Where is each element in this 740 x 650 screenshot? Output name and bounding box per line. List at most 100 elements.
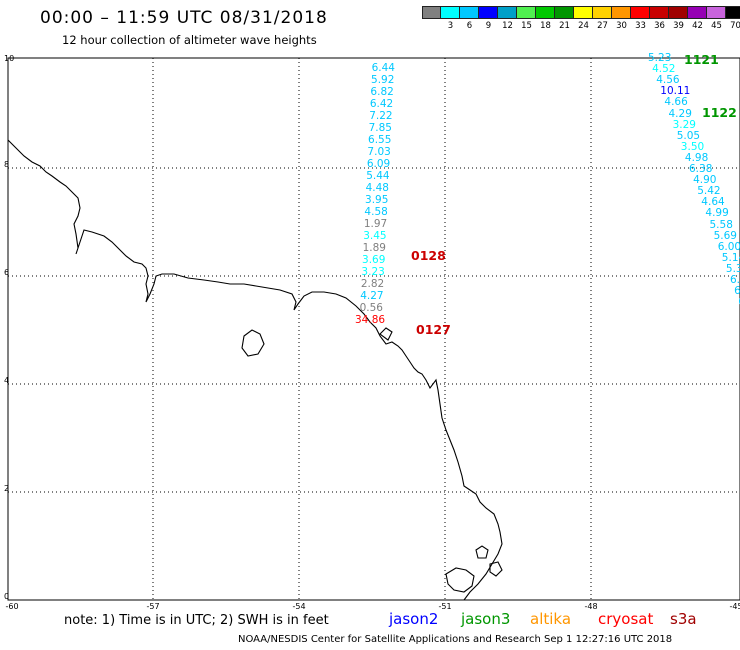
wave-height-value: 4.29 — [668, 107, 692, 120]
footer-credit: NOAA/NESDIS Center for Satellite Applica… — [238, 634, 673, 645]
wave-height-value: 6.09 — [366, 158, 391, 170]
wave-height-value: 6.30 — [730, 274, 740, 286]
legend-cell: 3 — [441, 6, 460, 31]
legend-cell: 39 — [669, 6, 688, 31]
wave-height-value: 4.56 — [656, 74, 680, 87]
legend-swatch — [498, 6, 517, 19]
island-small-2 — [489, 561, 503, 577]
map-frame — [7, 57, 740, 601]
wave-height-value: 7.85 — [368, 122, 392, 134]
chart-title: 00:00 – 11:59 UTC 08/31/2018 — [40, 8, 328, 28]
track-1122-label: 1122 — [702, 105, 737, 120]
wave-height-value: 6.44 — [371, 62, 395, 74]
legend-cell: 45 — [707, 6, 726, 31]
wave-height-value: 5.42 — [697, 185, 721, 198]
longitude-label: -54 — [292, 602, 306, 611]
legend-cell: 30 — [612, 6, 631, 31]
latitude-label: 0 — [4, 592, 10, 601]
legend-swatch — [422, 6, 441, 19]
wave-height-value: 5.44 — [366, 170, 390, 182]
legend-cell: 21 — [555, 6, 574, 31]
longitude-label: -60 — [5, 602, 19, 611]
legend-label: 27 — [597, 21, 608, 31]
track-0127-label: 0127 — [416, 322, 451, 337]
legend-swatch — [688, 6, 707, 19]
wave-height-value: 0.56 — [359, 302, 383, 314]
footer-note: note: 1) Time is in UTC; 2) SWH is in fe… — [64, 613, 329, 628]
wave-height-value: 3.29 — [672, 118, 696, 131]
island-marajo — [445, 567, 475, 593]
wave-height-value: 4.48 — [365, 182, 389, 194]
wave-height-value: 1.89 — [362, 242, 386, 254]
wave-height-value: 4.52 — [652, 63, 676, 76]
legend-swatch — [574, 6, 593, 19]
wave-height-value: 2.82 — [360, 278, 385, 290]
legend-swatch — [593, 6, 612, 19]
longitude-label: -57 — [146, 602, 160, 611]
satellite-name: jason2 — [389, 610, 439, 628]
legend-swatch — [726, 6, 740, 19]
satellite-name: jason3 — [461, 610, 511, 628]
legend-label: 33 — [635, 21, 646, 31]
wave-height-value: 7.03 — [367, 146, 391, 158]
wave-height-value: 3.23 — [361, 266, 385, 278]
legend-swatch — [555, 6, 574, 19]
wave-height-value: 10.11 — [660, 85, 691, 98]
legend-label: 9 — [485, 21, 492, 31]
legend-label: 15 — [521, 21, 532, 31]
wave-height-value: 4.58 — [364, 206, 388, 218]
wave-height-value: 1.97 — [363, 218, 388, 230]
wave-height-value: 5.69 — [713, 229, 737, 242]
legend-swatch — [517, 6, 536, 19]
wave-height-value: 4.99 — [705, 207, 729, 220]
legend-cell: 15 — [517, 6, 536, 31]
legend-swatch — [441, 6, 460, 19]
wave-height-value: 6.55 — [368, 134, 392, 146]
latitude-label: 10 — [4, 54, 15, 63]
longitude-label: -45 — [729, 602, 740, 611]
track-0128-values: 6.44 5.92 6.82 6.42 7.22 7.85 6.55 7.03 6.09 5.44… — [355, 62, 395, 326]
legend-cell: 36 — [650, 6, 669, 31]
legend-label: 42 — [692, 21, 703, 31]
wave-height-value: 5.23 — [648, 52, 672, 64]
track-1121-label: 1121 — [684, 52, 719, 67]
longitude-label: -51 — [438, 602, 452, 611]
wave-height-value: 5.58 — [709, 218, 733, 231]
legend-swatch — [460, 6, 479, 19]
wave-height-value: 6.42 — [369, 98, 394, 110]
coastline-mainland — [7, 139, 503, 601]
legend-label: 18 — [540, 21, 551, 31]
legend-cell — [422, 6, 441, 31]
legend-cell: 9 — [479, 6, 498, 31]
estuary-inlet — [379, 327, 393, 341]
wave-height-value: 4.98 — [684, 151, 709, 164]
legend-label: 12 — [502, 21, 513, 31]
wave-height-value: 3.50 — [680, 140, 705, 153]
island-lake — [241, 329, 265, 357]
wave-height-value: 34.86 — [355, 314, 386, 326]
latitude-label: 8 — [4, 160, 10, 169]
legend-swatch — [707, 6, 726, 19]
legend-cell: 33 — [631, 6, 650, 31]
wave-height-value: 6. — [738, 296, 740, 308]
map-border — [7, 57, 740, 601]
legend-label: 30 — [616, 21, 627, 31]
wave-height-value: 4.64 — [701, 196, 725, 209]
legend-cell: 24 — [574, 6, 593, 31]
wave-height-value: 4.66 — [664, 96, 688, 109]
legend-label: 45 — [711, 21, 722, 31]
legend-label: 24 — [578, 21, 589, 31]
legend-label: 39 — [673, 21, 684, 31]
longitude-label: -48 — [584, 602, 598, 611]
satellite-name: s3a — [670, 610, 697, 628]
wave-height-value: 5.05 — [676, 129, 701, 142]
latitude-label: 4 — [4, 376, 10, 385]
wave-height-value: 5.14 — [721, 251, 740, 264]
wave-height-value: 6.38 — [689, 163, 713, 175]
latitude-label: 6 — [4, 268, 10, 277]
track-0128-label: 0128 — [411, 248, 446, 263]
legend-swatch — [612, 6, 631, 19]
satellite-name: altika — [530, 610, 572, 628]
legend-swatch — [536, 6, 555, 19]
